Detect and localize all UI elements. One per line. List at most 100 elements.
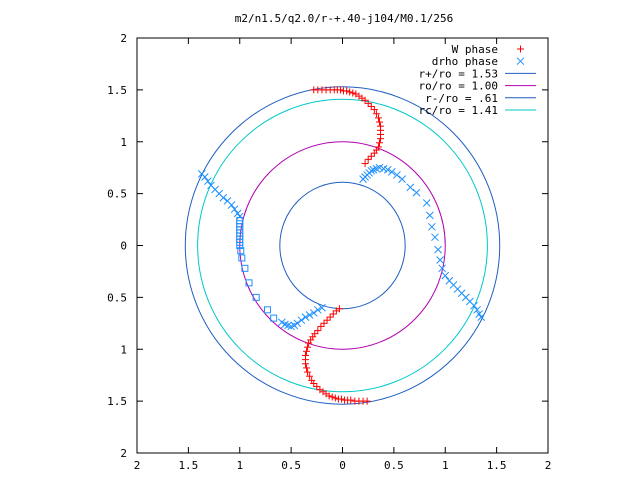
- legend-label: r-/ro = .61: [425, 92, 498, 105]
- data-point: [516, 57, 525, 66]
- data-point: [377, 135, 385, 143]
- data-point: [370, 149, 378, 157]
- data-point: [473, 305, 481, 314]
- y-tick-label: 2: [120, 447, 127, 460]
- x-tick-label: 2: [134, 459, 141, 472]
- data-point: [313, 383, 321, 391]
- data-point: [326, 313, 334, 321]
- data-point: [308, 376, 316, 384]
- data-point: [227, 201, 236, 209]
- legend-label: W phase: [452, 43, 498, 56]
- data-point: [317, 322, 325, 330]
- data-point: [241, 264, 249, 272]
- data-point: [200, 173, 209, 181]
- x-tick-label: 0.5: [384, 459, 404, 472]
- data-point: [301, 313, 310, 321]
- reference-circle: [184, 86, 501, 405]
- data-point: [517, 45, 524, 53]
- data-point: [434, 245, 442, 254]
- data-point: [428, 222, 436, 231]
- data-point: [375, 139, 383, 147]
- y-tick-label: 0.5: [107, 291, 127, 304]
- data-point: [477, 313, 486, 321]
- legend-label: ro/ro = 1.00: [419, 80, 498, 93]
- data-point: [263, 306, 271, 314]
- data-point: [252, 293, 260, 301]
- data-point: [341, 396, 349, 404]
- data-point: [346, 88, 354, 96]
- data-point: [367, 102, 375, 110]
- x-tick-label: 1: [442, 459, 449, 472]
- data-point: [320, 319, 328, 327]
- x-tick-label: 0.5: [281, 459, 301, 472]
- data-point: [323, 316, 331, 324]
- data-point: [336, 86, 344, 94]
- data-point: [412, 188, 421, 197]
- data-point: [375, 118, 383, 126]
- data-point: [398, 175, 406, 183]
- y-tick-label: 1: [120, 343, 127, 356]
- y-tick-label: 0: [120, 240, 127, 253]
- data-point: [364, 155, 372, 163]
- data-point: [431, 233, 439, 242]
- x-tick-label: 1: [236, 459, 243, 472]
- data-point: [314, 327, 322, 335]
- data-point: [387, 167, 396, 176]
- reference-circles: [184, 86, 501, 405]
- data-point: [293, 319, 302, 328]
- data-point: [372, 110, 380, 118]
- reference-circle: [197, 98, 488, 393]
- data-point: [470, 301, 478, 310]
- data-point: [351, 397, 359, 405]
- y-tick-label: 1.5: [107, 395, 127, 408]
- data-point: [305, 311, 314, 319]
- data-point: [204, 177, 212, 186]
- data-point: [245, 279, 253, 287]
- data-point: [304, 343, 312, 351]
- data-point: [393, 171, 401, 179]
- data-point: [328, 393, 336, 401]
- data-point: [329, 310, 337, 318]
- data-point: [311, 330, 319, 338]
- data-point: [331, 394, 339, 402]
- y-tick-label: 1: [120, 136, 127, 149]
- data-point: [367, 152, 375, 160]
- data-point: [436, 256, 444, 264]
- y-tick-label: 0.5: [107, 188, 127, 201]
- data-point: [361, 96, 369, 104]
- x-tick-label: 1.5: [487, 459, 507, 472]
- data-point: [309, 309, 318, 317]
- data-point: [219, 193, 228, 202]
- data-point: [406, 183, 415, 192]
- data-point: [270, 314, 278, 322]
- data-point: [374, 114, 382, 122]
- data-point: [349, 89, 357, 97]
- data-point: [297, 316, 306, 325]
- y-tick-label: 1.5: [107, 84, 127, 97]
- data-point: [303, 347, 311, 355]
- data-series: [197, 86, 486, 405]
- data-point: [230, 205, 239, 214]
- data-point: [335, 305, 343, 313]
- chart-title: m2/n1.5/q2.0/r-+.40-j104/M0.1/256: [235, 12, 454, 25]
- data-point: [303, 364, 311, 372]
- data-point: [361, 160, 369, 168]
- data-point: [236, 242, 244, 249]
- x-tick-label: 0: [339, 459, 346, 472]
- legend-label: rc/ro = 1.41: [419, 104, 498, 117]
- data-point: [238, 254, 246, 262]
- data-point: [313, 305, 322, 314]
- data-point: [383, 165, 392, 174]
- data-point: [343, 87, 351, 95]
- x-axis: 2 1.5 1 0.5 0 0.5 1 1.5 2: [134, 38, 551, 472]
- data-point: [441, 271, 450, 280]
- data-point: [334, 395, 342, 403]
- data-point: [237, 247, 245, 255]
- data-point: [422, 199, 431, 207]
- series-w-phase: [302, 86, 385, 405]
- data-point: [367, 166, 376, 175]
- data-point: [235, 212, 244, 221]
- data-point: [302, 351, 310, 359]
- reference-circle: [279, 181, 406, 310]
